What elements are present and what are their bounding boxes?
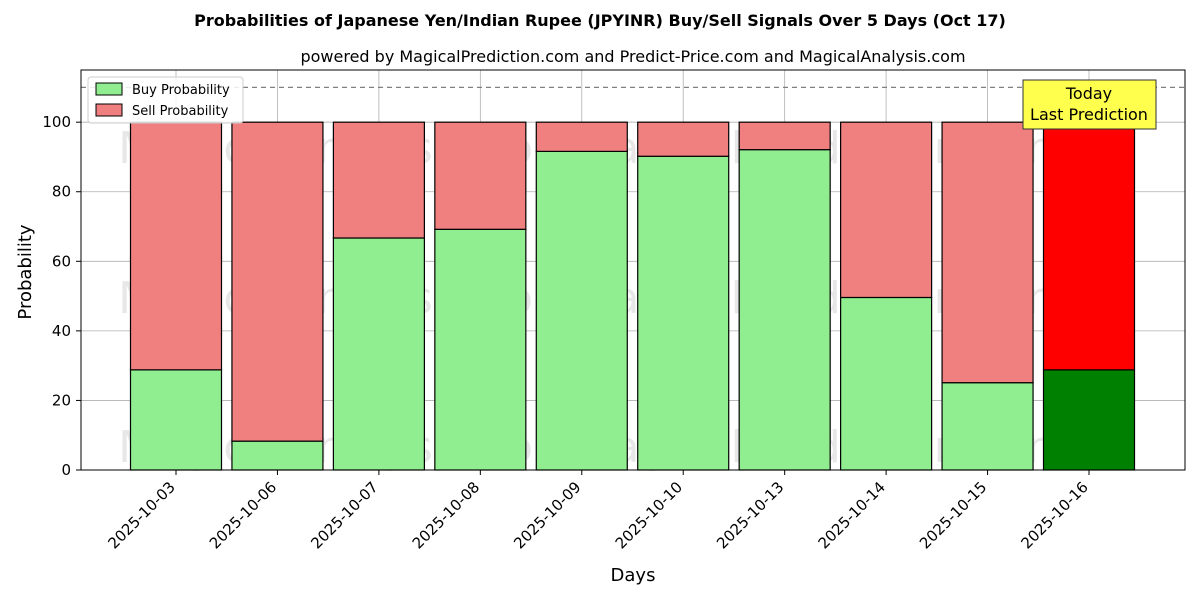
plot-frame — [80, 69, 1186, 471]
x-tick-label: 2025-10-08 — [409, 478, 483, 552]
annotation-box — [1022, 79, 1157, 130]
y-tick-label: 60 — [52, 252, 71, 270]
bars — [129, 121, 1136, 471]
buy-bar — [332, 237, 425, 471]
chart-title: Probabilities of Japanese Yen/Indian Rup… — [194, 11, 1006, 30]
x-axis-ticks: 2025-10-03 2025-10-06 2025-10-07 2025-10-08… — [104, 470, 1092, 552]
x-tick-label: 2025-10-14 — [815, 478, 889, 552]
y-axis-label: Probability — [15, 224, 36, 319]
chart-subtitle: powered by MagicalPrediction.com and Pre… — [300, 47, 965, 66]
sell-bar — [434, 121, 527, 230]
buy-bar — [1042, 369, 1136, 471]
x-tick-label: 2025-10-07 — [307, 478, 381, 552]
x-tick-label: 2025-10-06 — [206, 478, 280, 552]
y-tick-label: 0 — [61, 461, 71, 479]
buy-bar — [231, 440, 324, 471]
y-tick-label: 80 — [52, 183, 71, 201]
buy-bar — [637, 155, 730, 471]
sell-bar — [1042, 121, 1136, 371]
y-tick-label: 100 — [42, 113, 71, 131]
annotation-line-today: Today — [1065, 84, 1112, 103]
buy-bar — [738, 149, 831, 471]
today-annotation: Today Last Prediction — [1022, 79, 1157, 130]
x-tick-label: 2025-10-09 — [510, 478, 584, 552]
x-tick-label: 2025-10-10 — [612, 478, 686, 552]
legend-swatch-sell — [95, 103, 123, 117]
buy-bar — [535, 150, 628, 471]
buy-bar — [434, 228, 527, 471]
sell-bar — [637, 121, 730, 157]
legend: Buy Probability Sell Probability — [87, 76, 244, 124]
legend-label-sell: Sell Probability — [132, 104, 229, 119]
sell-bar — [231, 121, 324, 442]
x-tick-label: 2025-10-03 — [104, 478, 178, 552]
legend-label-buy: Buy Probability — [132, 83, 230, 98]
buy-bar — [129, 369, 223, 471]
sell-bar — [840, 121, 933, 299]
sell-bar — [738, 121, 831, 151]
sell-bar — [332, 121, 425, 239]
x-tick-label: 2025-10-13 — [713, 478, 787, 552]
legend-frame — [87, 76, 244, 124]
buy-bar — [941, 382, 1034, 471]
sell-bar — [535, 121, 628, 152]
legend-swatch-buy — [95, 82, 123, 96]
x-axis-label: Days — [611, 565, 656, 586]
x-tick-label: 2025-10-15 — [916, 478, 990, 552]
annotation-line-last-prediction: Last Prediction — [1030, 105, 1148, 124]
y-axis-ticks: 0 20 40 60 80 100 — [42, 113, 81, 479]
sell-bar — [941, 121, 1034, 384]
buy-bar — [840, 296, 933, 471]
y-tick-label: 40 — [52, 322, 71, 340]
y-tick-label: 20 — [52, 391, 71, 409]
sell-bar — [129, 121, 223, 371]
x-tick-label: 2025-10-16 — [1017, 478, 1091, 552]
